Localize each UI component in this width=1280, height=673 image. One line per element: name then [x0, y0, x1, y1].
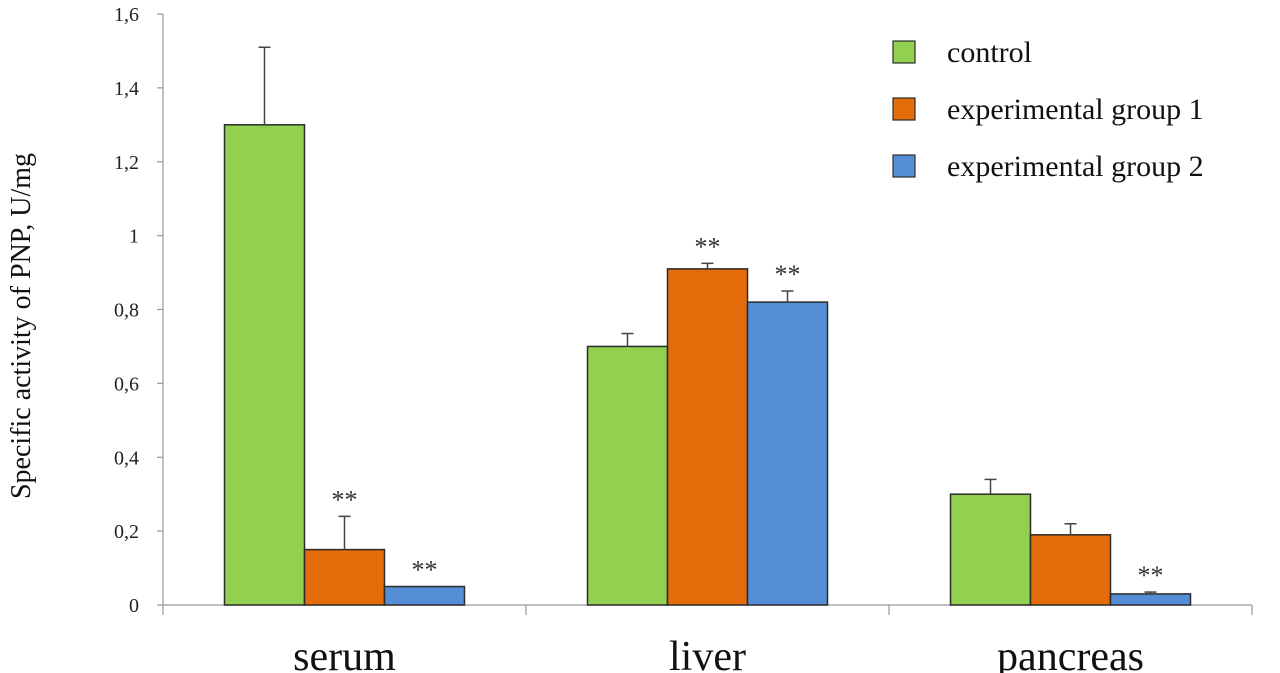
y-tick-label: 0,6 [114, 373, 139, 395]
y-tick-label: 0 [129, 595, 139, 617]
legend-label: experimental group 2 [947, 150, 1204, 183]
legend: control experimental group 1 experimental … [892, 36, 1204, 183]
axes: 0 0,2 0,4 0,6 0,8 1 1,2 1,4 1,6 serum liver pancrea… [114, 4, 1253, 673]
legend-swatch [892, 40, 916, 64]
bar [746, 301, 829, 606]
bar [383, 585, 466, 606]
x-category-label: liver [669, 634, 746, 673]
x-category-label: serum [293, 634, 396, 673]
significance-marker: ** [695, 232, 721, 261]
bar [223, 124, 306, 606]
y-tick-label: 0,2 [114, 521, 139, 543]
legend-label: control [947, 36, 1032, 69]
bar [666, 268, 749, 606]
legend-swatch [892, 97, 916, 121]
bar [303, 548, 386, 606]
bars: ** ** ** ** ** [223, 46, 1192, 606]
legend-swatch [892, 154, 916, 178]
y-tick-label: 0,8 [114, 300, 139, 322]
y-axis-title: Specific activity of PNP, U/mg [6, 153, 37, 499]
significance-marker: ** [1138, 561, 1164, 590]
bar [1109, 593, 1192, 606]
bar [1029, 534, 1112, 606]
y-tick-label: 1,2 [114, 152, 139, 174]
y-tick-label: 0,4 [114, 447, 139, 469]
significance-marker: ** [412, 556, 438, 585]
y-tick-label: 1,6 [114, 4, 139, 26]
significance-marker: ** [332, 485, 358, 514]
legend-label: experimental group 1 [947, 93, 1204, 126]
x-category-label: pancreas [997, 634, 1144, 673]
y-tick-label: 1,4 [114, 78, 139, 100]
y-tick-label: 1 [129, 226, 139, 248]
bar [586, 345, 669, 606]
significance-marker: ** [775, 260, 801, 289]
bar [949, 493, 1032, 606]
